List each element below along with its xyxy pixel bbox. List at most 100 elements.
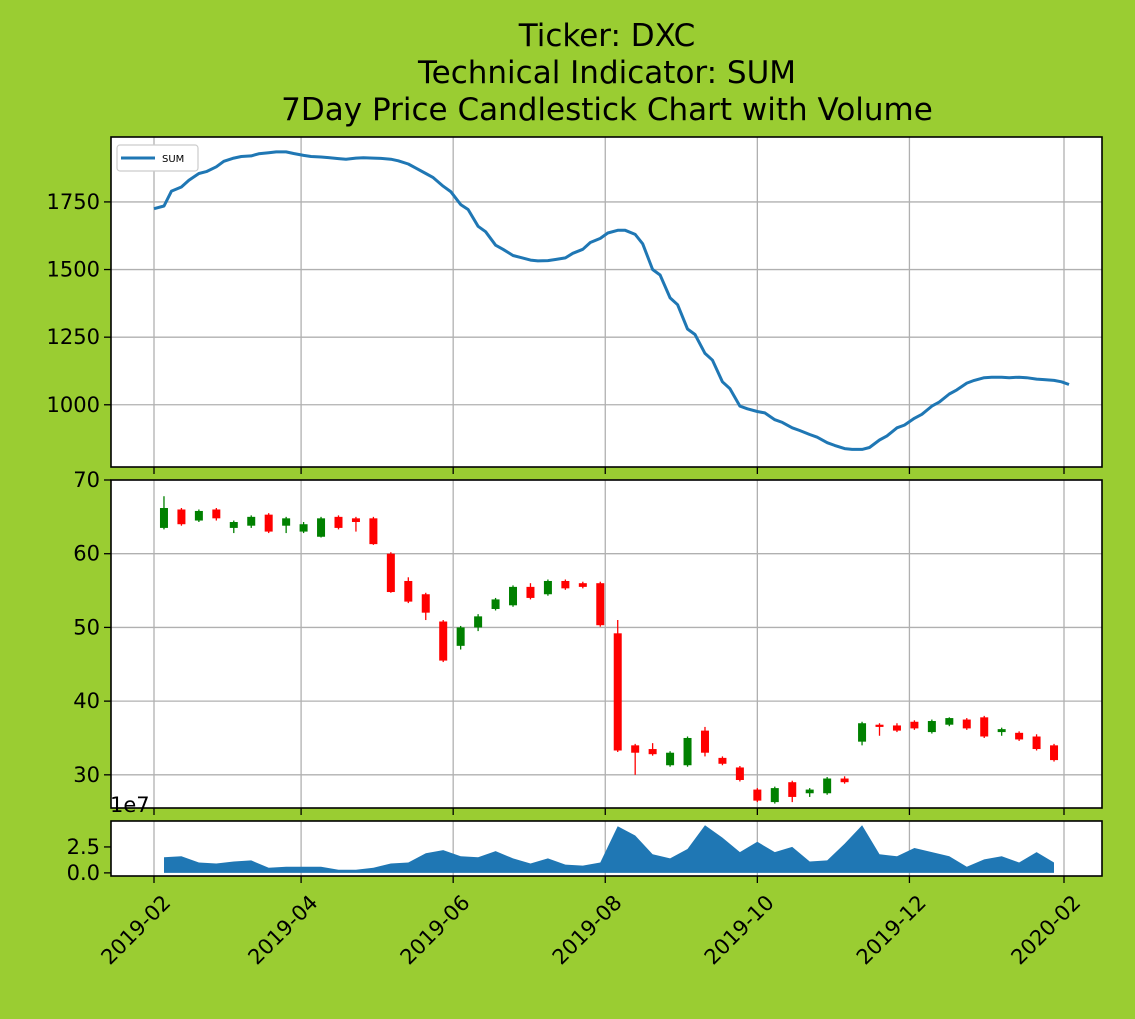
volume-area	[164, 825, 1054, 873]
sum-series-line	[153, 150, 1070, 451]
candle-down	[561, 579, 570, 590]
legend-label: SUM	[162, 154, 184, 165]
candle-body	[1015, 732, 1024, 740]
candle-down	[177, 508, 186, 526]
candle-body	[421, 594, 430, 613]
candle-body	[369, 518, 378, 545]
candle-up	[683, 736, 692, 767]
candle-down	[910, 720, 919, 730]
candle-up	[474, 614, 483, 632]
candle-up	[770, 786, 779, 804]
candle-body	[229, 522, 238, 528]
candle-down	[648, 743, 657, 756]
candle-body	[613, 633, 622, 751]
candle-body	[631, 745, 640, 753]
candle-body	[892, 725, 901, 731]
legend-box	[116, 144, 199, 172]
candle-down	[264, 513, 273, 534]
y-tick-label: 70	[73, 468, 100, 492]
candle-body	[753, 789, 762, 801]
x-tick-label: 2019-08	[548, 890, 627, 969]
candle-body	[543, 580, 552, 595]
candle-down	[386, 552, 395, 593]
candle-body	[351, 518, 360, 523]
candle-down	[1050, 743, 1059, 762]
price-panel: 30 40 50 60 70	[73, 468, 1103, 815]
volume-panel: 0.02.5 1e7	[67, 793, 1103, 885]
price-plot-frame	[110, 479, 1103, 809]
y-tick-label: 30	[73, 763, 100, 787]
candle-body	[456, 627, 465, 646]
candle-down	[334, 515, 343, 530]
candle-body	[735, 767, 744, 780]
candle-down	[596, 581, 605, 627]
candle-up	[491, 597, 500, 611]
candle-body	[526, 586, 535, 598]
candle-down	[631, 743, 640, 775]
indicator-legend: SUM	[116, 144, 199, 172]
candle-up	[247, 515, 256, 528]
candle-down	[735, 765, 744, 782]
title-line-3: 7Day Price Candlestick Chart with Volume	[281, 92, 933, 128]
candle-down	[875, 723, 884, 736]
candle-body	[683, 737, 692, 766]
candle-up	[159, 496, 168, 530]
candle-body	[159, 508, 168, 528]
candle-up	[858, 721, 867, 746]
y-tick-label: 0.0	[67, 861, 100, 885]
candle-body	[962, 719, 971, 729]
y-tick-label: 1250	[47, 325, 100, 349]
candle-body	[1050, 745, 1059, 761]
candle-down	[351, 516, 360, 532]
candle-down	[718, 756, 727, 766]
candle-body	[770, 788, 779, 803]
candle-body	[177, 509, 186, 525]
x-tick-label: 2019-06	[396, 890, 475, 969]
y-tick-label: 2.5	[67, 835, 100, 859]
candle-body	[386, 553, 395, 593]
candle-body	[840, 778, 849, 783]
candle-body	[910, 721, 919, 729]
candle-down	[753, 788, 762, 803]
candle-body	[509, 586, 518, 606]
indicator-plot-frame	[110, 136, 1103, 468]
candle-up	[299, 522, 308, 534]
candle-body	[666, 752, 675, 766]
candle-down	[788, 780, 797, 803]
candle-body	[194, 510, 203, 521]
candle-body	[247, 516, 256, 526]
candle-up	[805, 788, 814, 797]
candle-body	[282, 518, 291, 526]
candle-body	[823, 778, 832, 794]
candle-body	[299, 524, 308, 532]
volume-exponent-label: 1e7	[110, 793, 150, 817]
x-tick-label: 2020-02	[1006, 890, 1085, 969]
candle-down	[980, 715, 989, 738]
y-tick-label: 60	[73, 542, 100, 566]
candle-up	[194, 509, 203, 523]
x-tick-label: 2019-02	[96, 890, 175, 969]
candle-body	[805, 789, 814, 794]
candle-down	[892, 723, 901, 733]
candle-body	[858, 723, 867, 742]
y-tick-label: 50	[73, 615, 100, 639]
candle-body	[875, 724, 884, 727]
candle-body	[980, 717, 989, 737]
candle-up	[927, 719, 936, 734]
title-line-1: Ticker: DXC	[518, 18, 696, 54]
volume-plot-frame	[110, 820, 1103, 877]
candle-body	[317, 518, 326, 537]
candle-up	[509, 585, 518, 607]
candle-body	[212, 509, 221, 519]
candle-body	[945, 718, 954, 725]
y-tick-label: 40	[73, 689, 100, 713]
candle-body	[927, 721, 936, 733]
candle-body	[439, 621, 448, 661]
candle-body	[596, 583, 605, 626]
candle-up	[282, 516, 291, 534]
candle-down	[439, 620, 448, 663]
candle-down	[578, 581, 587, 589]
candle-up	[229, 520, 238, 534]
chart-title: Ticker: DXC Technical Indicator: SUM 7Da…	[281, 18, 933, 128]
